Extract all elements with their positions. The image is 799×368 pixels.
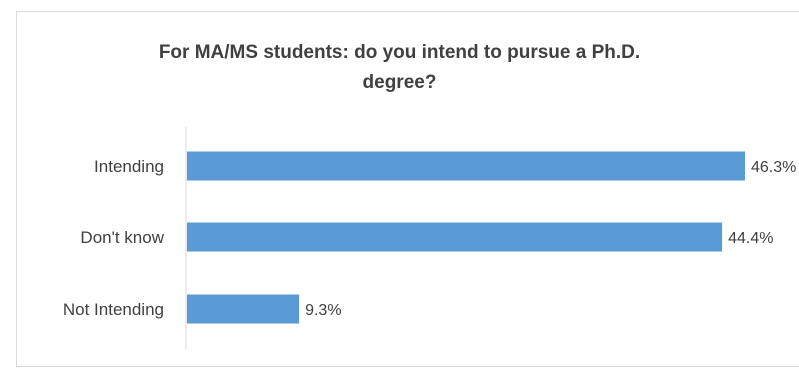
- chart-frame: [16, 11, 799, 367]
- value-label-2: 9.3%: [305, 302, 341, 319]
- bar-2: [187, 294, 300, 324]
- chart-title-line-1: For MA/MS students: do you intend to pur…: [158, 42, 641, 63]
- value-label-0: 46.3%: [751, 159, 796, 176]
- category-label-1: Don't know: [80, 228, 164, 247]
- value-label-1: 44.4%: [728, 230, 773, 247]
- bar-0: [187, 151, 745, 181]
- bar-1: [187, 222, 723, 252]
- category-label-2: Not Intending: [63, 300, 164, 319]
- category-label-0: Intending: [94, 157, 164, 176]
- chart-title-line-2: degree?: [362, 72, 437, 93]
- chart-title: For MA/MS students: do you intend to pur…: [0, 38, 799, 98]
